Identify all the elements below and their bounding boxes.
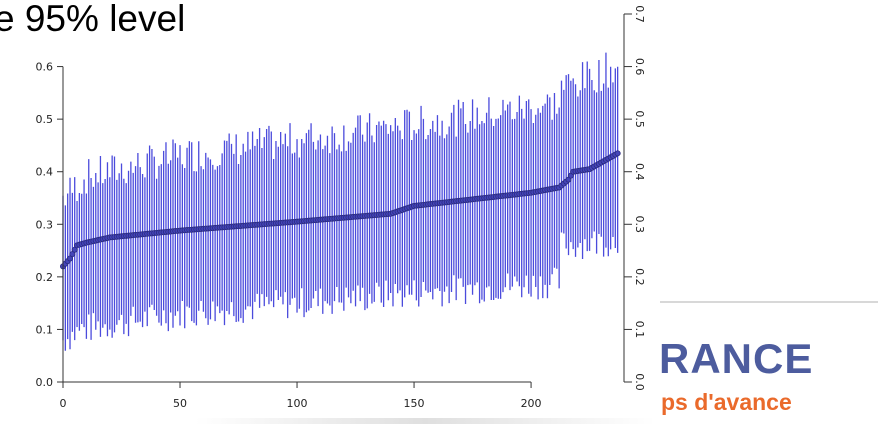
y-tick-label: 0.0 [36, 376, 54, 389]
y-tick-label: 0.4 [36, 166, 54, 179]
y2-tick-label: 0.3 [633, 216, 646, 234]
x-tick-label: 200 [521, 397, 542, 410]
y-tick-label: 0.3 [36, 218, 54, 231]
chart-title: e 95% level [0, 0, 186, 39]
y-tick-label: 0.2 [36, 271, 54, 284]
y-tick-label: 0.1 [36, 323, 54, 336]
y2-tick-label: 0.6 [633, 58, 646, 76]
logo-divider [660, 301, 878, 303]
logo-text: RANCE [659, 335, 814, 382]
y-tick-label: 0.5 [36, 113, 54, 126]
x-tick-label: 100 [287, 397, 308, 410]
x-tick-label: 50 [173, 397, 187, 410]
interval-bars [62, 52, 619, 351]
y2-tick-label: 0.1 [633, 321, 646, 339]
y2-tick-label: 0.0 [633, 373, 646, 391]
estimate-point [614, 150, 621, 157]
y2-tick-label: 0.5 [633, 110, 646, 128]
logo-tagline: ps d'avance [661, 389, 792, 415]
x-tick-label: 0 [60, 397, 67, 410]
y-tick-label: 0.6 [36, 61, 54, 74]
y2-tick-label: 0.7 [633, 5, 646, 23]
chart-axes: 0.0 0.1 0.2 0.3 0.4 0.5 0.6 0 50 100 150 200 0.0 0.1 0… [36, 5, 647, 410]
x-tick-label: 150 [404, 397, 425, 410]
decorative-fade [195, 418, 655, 424]
y2-tick-label: 0.4 [633, 163, 646, 181]
estimate-points [60, 150, 621, 270]
y2-tick-label: 0.2 [633, 268, 646, 286]
